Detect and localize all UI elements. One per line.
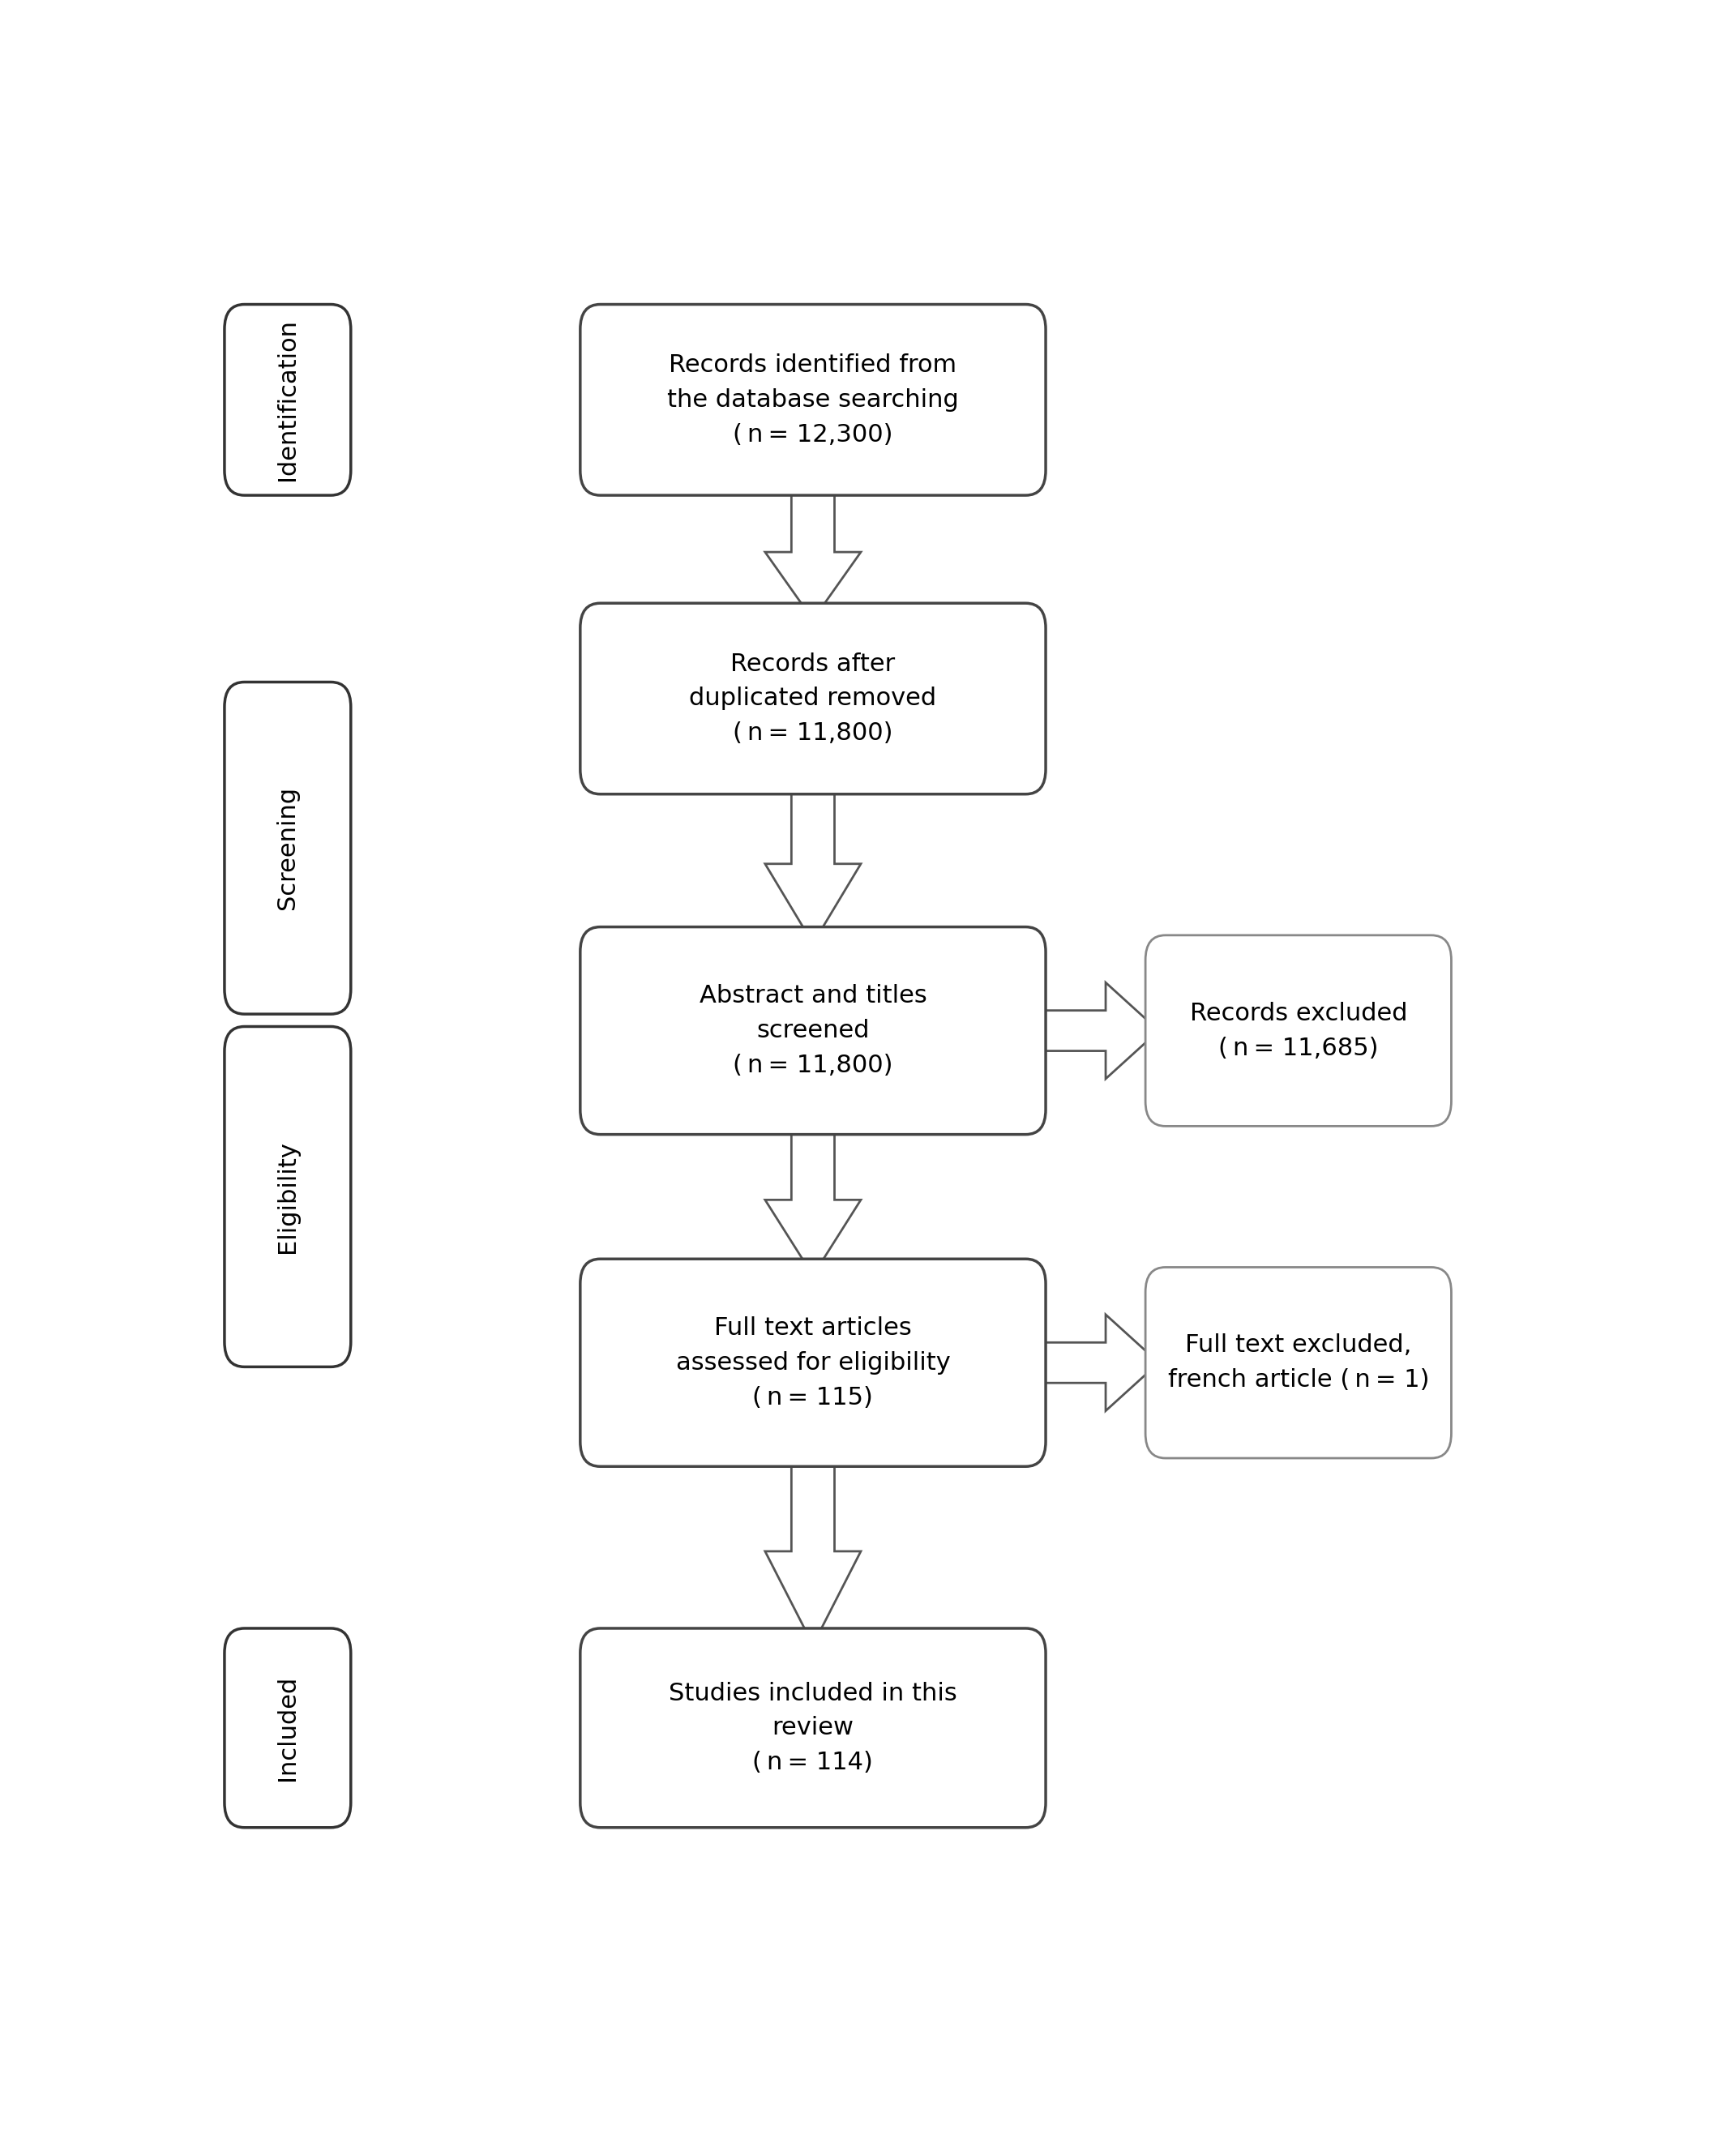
FancyBboxPatch shape: [225, 1628, 350, 1828]
Text: Included: Included: [276, 1675, 299, 1781]
Text: Identification: Identification: [276, 319, 299, 481]
FancyBboxPatch shape: [580, 1259, 1045, 1466]
FancyBboxPatch shape: [580, 1628, 1045, 1828]
Text: Abstract and titles
screened
( n = 11,800): Abstract and titles screened ( n = 11,80…: [698, 985, 927, 1078]
FancyBboxPatch shape: [225, 304, 350, 496]
FancyBboxPatch shape: [580, 927, 1045, 1134]
Text: Eligibility: Eligibility: [276, 1141, 299, 1253]
FancyBboxPatch shape: [1146, 936, 1452, 1125]
FancyBboxPatch shape: [580, 304, 1045, 496]
FancyBboxPatch shape: [580, 604, 1045, 793]
Polygon shape: [765, 479, 861, 619]
FancyBboxPatch shape: [225, 681, 350, 1013]
Polygon shape: [1033, 983, 1158, 1078]
Polygon shape: [765, 778, 861, 944]
Text: Full text articles
assessed for eligibility
( n = 115): Full text articles assessed for eligibil…: [676, 1317, 951, 1410]
Text: Full text excluded,
french article ( n = 1): Full text excluded, french article ( n =…: [1167, 1335, 1429, 1393]
Text: Records identified from
the database searching
( n = 12,300): Records identified from the database sea…: [668, 354, 959, 446]
Polygon shape: [765, 1117, 861, 1276]
FancyBboxPatch shape: [1146, 1268, 1452, 1457]
Text: Records excluded
( n = 11,685): Records excluded ( n = 11,685): [1189, 1003, 1407, 1061]
Text: Records after
duplicated removed
( n = 11,800): Records after duplicated removed ( n = 1…: [690, 653, 937, 746]
Polygon shape: [765, 1449, 861, 1645]
Text: Studies included in this
review
( n = 114): Studies included in this review ( n = 11…: [669, 1682, 958, 1774]
Polygon shape: [1033, 1315, 1158, 1410]
FancyBboxPatch shape: [225, 1026, 350, 1367]
Text: Screening: Screening: [276, 787, 299, 910]
